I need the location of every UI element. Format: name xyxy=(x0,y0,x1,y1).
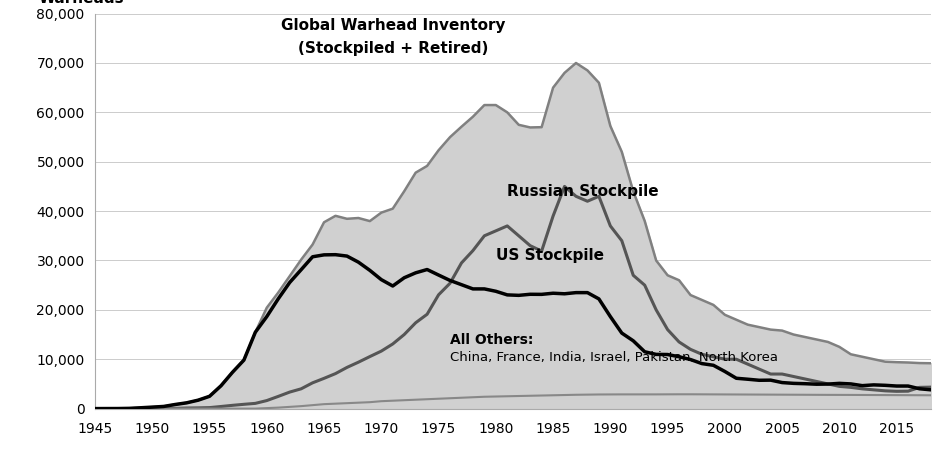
Text: (Stockpiled + Retired): (Stockpiled + Retired) xyxy=(297,40,488,55)
Text: All Others:: All Others: xyxy=(450,333,533,347)
Text: Global Warhead Inventory: Global Warhead Inventory xyxy=(280,18,505,33)
Text: China, France, India, Israel, Pakistan, North Korea: China, France, India, Israel, Pakistan, … xyxy=(450,351,778,364)
Text: Warheads: Warheads xyxy=(38,0,124,6)
Text: Russian Stockpile: Russian Stockpile xyxy=(507,184,659,199)
Text: US Stockpile: US Stockpile xyxy=(496,248,604,263)
